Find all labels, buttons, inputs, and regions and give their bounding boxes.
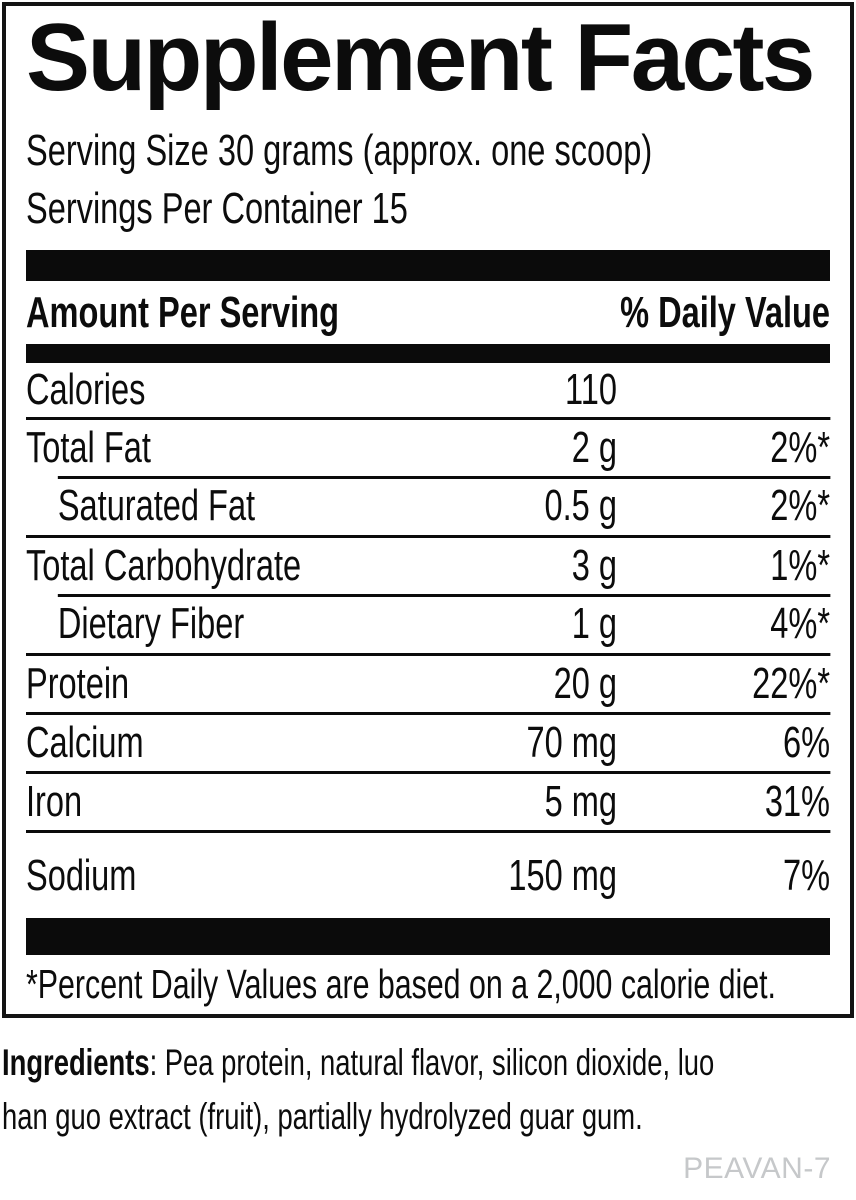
serving-info: Serving Size 30 grams (approx. one scoop… (26, 122, 830, 238)
nutrient-name: Sodium (26, 850, 137, 900)
nutrient-amount: 1 g (571, 598, 617, 648)
ingredients-text: : Pea protein, natural flavor, silicon d… (149, 1042, 715, 1083)
table-header-row: Amount Per Serving % Daily Value (26, 281, 830, 344)
nutrient-amount: 5 mg (544, 777, 617, 826)
header-daily-value: % Daily Value (620, 287, 831, 337)
nutrient-name: Iron (26, 777, 83, 826)
nutrient-name: Protein (26, 659, 130, 708)
ingredients-label: Ingredients (2, 1042, 150, 1083)
panel-title: Supplement Facts (26, 4, 815, 111)
nutrient-table: Calories 110 Total Fat 2 g 2%* Saturated… (26, 363, 831, 918)
servings-per-container: Servings Per Container 15 (26, 184, 408, 233)
daily-value-footnote: *Percent Daily Values are based on a 2,0… (26, 960, 776, 1007)
nutrient-name: Calcium (26, 718, 144, 767)
nutrient-daily-value: 22%* (752, 659, 831, 708)
table-row-protein: Protein 20 g 22%* (26, 653, 831, 712)
nutrient-daily-value: 7% (782, 850, 831, 900)
facts-panel: Supplement Facts Serving Size 30 grams (… (2, 2, 854, 1018)
table-row-calories: Calories 110 (26, 363, 830, 417)
nutrient-amount: 70 mg (526, 718, 617, 767)
divider-bar-thick-bottom (26, 918, 830, 955)
nutrient-daily-value: 6% (782, 718, 831, 767)
nutrient-amount: 0.5 g (544, 480, 617, 530)
nutrient-name: Saturated Fat (57, 480, 256, 530)
nutrient-amount: 20 g (553, 659, 617, 708)
table-row-calcium: Calcium 70 mg 6% (26, 712, 831, 771)
table-row-dietary-fiber: Dietary Fiber 1 g 4%* (26, 594, 830, 653)
product-code: PEAVAN-7 (683, 1152, 831, 1185)
header-amount-per-serving: Amount Per Serving (26, 287, 339, 337)
nutrient-daily-value: 31% (764, 777, 831, 826)
divider-bar-thick-top (26, 250, 830, 281)
nutrient-daily-value: 4%* (770, 598, 831, 648)
ingredients-section: Ingredients: Pea protein, natural flavor… (2, 1036, 714, 1143)
table-row-saturated-fat: Saturated Fat 0.5 g 2%* (26, 476, 830, 535)
nutrient-daily-value: 2%* (770, 480, 831, 530)
nutrient-daily-value: 1%* (770, 541, 831, 590)
nutrient-name: Dietary Fiber (57, 598, 245, 648)
nutrient-daily-value: 2%* (770, 423, 831, 472)
table-row-total-fat: Total Fat 2 g 2%* (26, 417, 831, 476)
table-row-iron: Iron 5 mg 31% (26, 771, 831, 830)
nutrient-amount: 2 g (571, 423, 617, 472)
ingredients-line-1: Ingredients: Pea protein, natural flavor… (2, 1036, 714, 1090)
divider-bar-thick-mid (26, 344, 830, 363)
nutrient-name: Total Fat (26, 423, 151, 472)
table-row-sodium: Sodium 150 mg 7% (26, 830, 831, 918)
table-row-total-carbohydrate: Total Carbohydrate 3 g 1%* (26, 535, 831, 594)
nutrient-name: Total Carbohydrate (26, 541, 302, 590)
ingredients-line-2: han guo extract (fruit), partially hydro… (2, 1095, 643, 1137)
nutrient-name: Calories (26, 365, 146, 414)
nutrient-amount: 110 (565, 365, 617, 414)
nutrient-amount: 3 g (571, 541, 617, 590)
nutrient-amount: 150 mg (508, 850, 617, 900)
serving-size: Serving Size 30 grams (approx. one scoop… (26, 126, 653, 175)
